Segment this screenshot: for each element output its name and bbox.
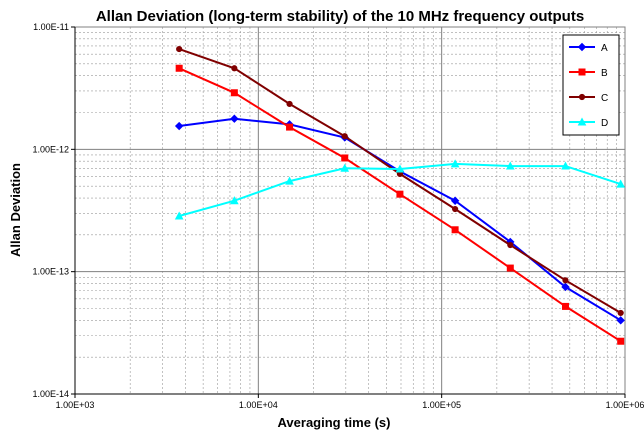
series-c-point (286, 100, 293, 108)
y-axis-label: Allan Deviation (8, 163, 23, 257)
y-tick-label: 1.00E-12 (32, 144, 69, 154)
grid (75, 27, 625, 394)
legend-label: A (601, 43, 608, 54)
plot-area (75, 27, 625, 394)
legend-label: D (601, 118, 608, 129)
series-c-point (231, 65, 238, 72)
legend: A B C D (562, 34, 620, 136)
legend-label: C (601, 93, 608, 104)
legend-swatch-marker (578, 68, 586, 76)
legend-item-a: A (569, 42, 608, 54)
series-c-point (507, 241, 514, 249)
chart-title: Allan Deviation (long-term stability) of… (96, 8, 584, 25)
series-c (176, 45, 624, 317)
series-d-point (174, 211, 184, 220)
series-d (174, 159, 626, 220)
x-tick-label: 1.00E+04 (239, 400, 278, 410)
y-tick-label: 1.00E-11 (33, 22, 69, 32)
series-d-point (616, 179, 626, 188)
series-b-point (451, 226, 459, 234)
series-d-point (450, 159, 460, 168)
series-d-point (340, 163, 350, 172)
series-b-point (396, 190, 404, 198)
axes (74, 26, 626, 395)
series-a-point (616, 316, 625, 325)
series-b-point (175, 64, 183, 72)
legend-box (562, 34, 620, 136)
series-b-point (286, 123, 294, 131)
plot-series (174, 45, 626, 345)
tick-labels: 1.00E+03 1.00E+04 1.00E+05 1.00E+06 1.00E-11… (32, 22, 644, 410)
series-c-point (176, 45, 183, 53)
series-b-point (230, 89, 238, 97)
series-a-point (561, 282, 570, 292)
series-d-point (230, 196, 239, 205)
y-tick-label: 1.00E-14 (32, 389, 69, 399)
legend-swatch-marker (578, 93, 586, 101)
legend-label: B (601, 68, 608, 79)
series-a-point (230, 114, 239, 123)
series-a-point (174, 121, 184, 131)
x-tick-label: 1.00E+03 (56, 400, 95, 410)
series-d-point (505, 161, 515, 170)
series-b-point (506, 264, 514, 272)
series-d-point (285, 176, 294, 185)
legend-item-c: C (569, 93, 608, 104)
series-d-point (395, 164, 405, 173)
x-tick-label: 1.00E+06 (606, 400, 644, 410)
series-b-point (341, 154, 349, 162)
series-d-point (561, 161, 570, 170)
legend-swatch-marker (577, 117, 587, 126)
series-c-point (341, 133, 348, 140)
series-c-point (617, 309, 624, 317)
series-b (175, 64, 625, 345)
legend-swatch-marker (577, 42, 587, 52)
series-c-point (452, 205, 459, 213)
series-a-point (450, 196, 460, 205)
series-b-point (561, 302, 569, 310)
legend-item-b: B (569, 68, 608, 79)
series-b-point (617, 337, 625, 345)
x-tick-label: 1.00E+05 (422, 400, 461, 410)
legend-item-d: D (569, 117, 608, 129)
series-c-point (562, 277, 569, 284)
y-tick-label: 1.00E-13 (32, 267, 69, 277)
x-axis-label: Averaging time (s) (278, 415, 391, 430)
